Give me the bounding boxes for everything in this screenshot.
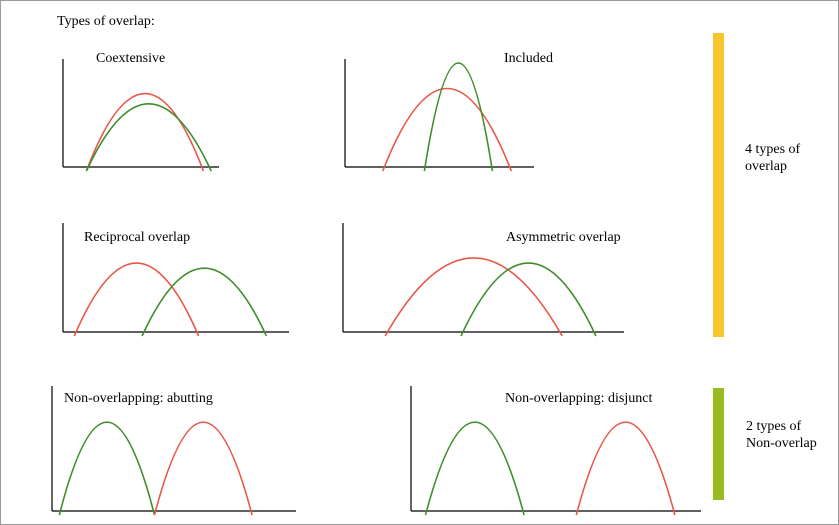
asymmetric-red-curve xyxy=(384,257,563,337)
coextensive-green-curve xyxy=(85,103,212,172)
heading: Types of overlap: xyxy=(57,14,155,29)
reciprocal-red-curve xyxy=(73,262,200,337)
reciprocal-green-curve xyxy=(141,267,268,337)
panel-label-disjunct: Non-overlapping: disjunct xyxy=(505,391,653,406)
panel-label-asymmetric: Asymmetric overlap xyxy=(506,230,621,245)
panel-label-reciprocal: Reciprocal overlap xyxy=(84,230,191,245)
overlap-bar xyxy=(713,33,724,337)
non-overlap-bar xyxy=(713,388,724,500)
side-label-nonoverlap-line-1: 2 types of xyxy=(746,419,802,434)
abutting-red-curve xyxy=(153,421,253,516)
panel-label-included: Included xyxy=(504,51,553,66)
side-label-nonoverlap-line-2: Non-overlap xyxy=(746,436,817,451)
side-label-overlap-line-1: 4 types of xyxy=(745,142,801,157)
panel-label-abutting: Non-overlapping: abutting xyxy=(64,391,213,406)
included-green-curve xyxy=(423,62,494,172)
included-red-curve xyxy=(382,87,513,172)
disjunct-red-curve xyxy=(575,421,676,516)
panel-label-coextensive: Coextensive xyxy=(96,51,166,66)
abutting-green-curve xyxy=(58,421,156,516)
side-label-overlap-line-2: overlap xyxy=(745,159,787,174)
disjunct-green-curve xyxy=(424,421,525,516)
coextensive-red-curve xyxy=(85,93,205,172)
asymmetric-green-curve xyxy=(460,262,597,337)
